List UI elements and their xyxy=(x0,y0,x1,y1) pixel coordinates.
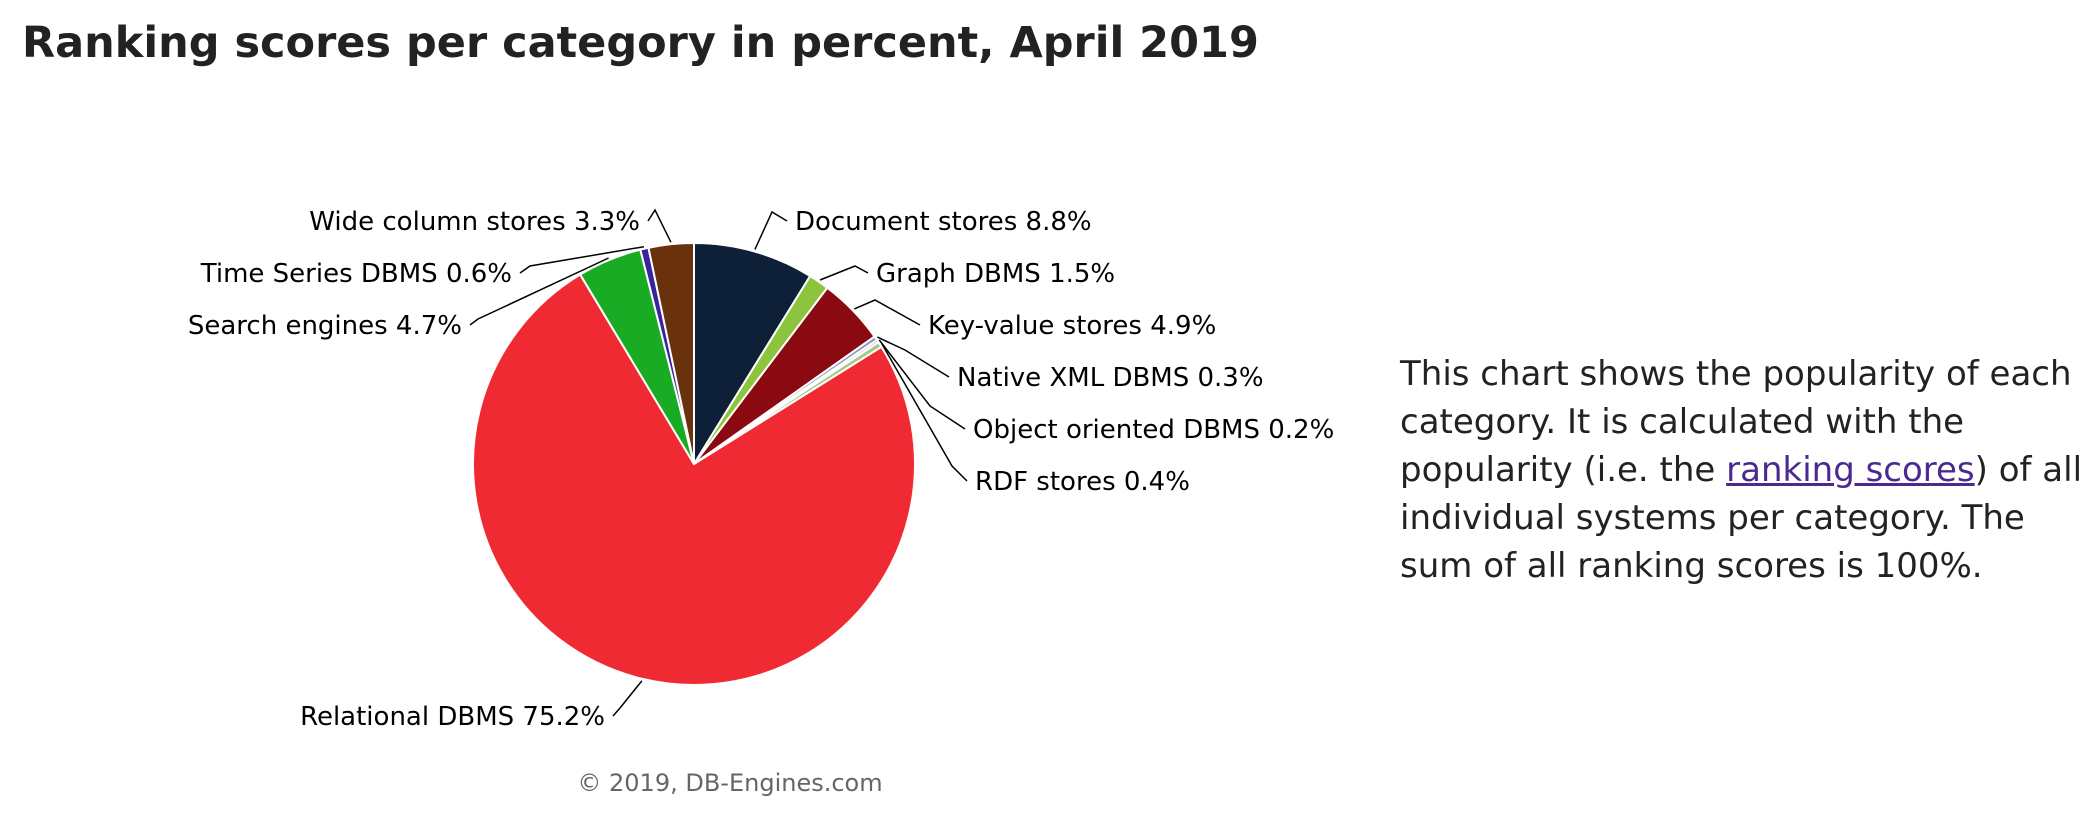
connector-time-series-dbms xyxy=(519,245,645,274)
slice-document-stores xyxy=(693,242,812,465)
description-text-end: ) of all individual systems per category… xyxy=(1400,450,2083,586)
slice-labels: Document stores 8.8% Graph DBMS 1.5% Key-v… xyxy=(188,207,1334,732)
connector-search-engines xyxy=(469,257,609,326)
page-title: Ranking scores per category in percent, … xyxy=(22,18,1259,68)
slice-relational-dbms xyxy=(472,273,917,686)
connector-object-oriented-dbms xyxy=(878,339,966,430)
description-text-start: This chart shows the popularity of each … xyxy=(1400,354,2072,490)
label-relational-dbms: Relational DBMS 75.2% xyxy=(300,702,605,732)
label-key-value-stores: Key-value stores 4.9% xyxy=(928,311,1216,341)
ranking-scores-link[interactable]: ranking scores xyxy=(1726,450,1975,490)
connector-document-stores xyxy=(754,210,788,250)
label-connectors xyxy=(469,208,968,717)
label-rdf-stores: RDF stores 0.4% xyxy=(975,467,1190,497)
connector-native-xml-dbms xyxy=(877,336,950,378)
connector-rdf-stores xyxy=(881,343,968,482)
label-graph-dbms: Graph DBMS 1.5% xyxy=(876,259,1115,289)
label-time-series-dbms: Time Series DBMS 0.6% xyxy=(200,259,512,289)
label-native-xml-dbms: Native XML DBMS 0.3% xyxy=(957,363,1264,393)
label-search-engines: Search engines 4.7% xyxy=(188,311,462,341)
label-document-stores: Document stores 8.8% xyxy=(795,207,1092,237)
label-wide-column-stores: Wide column stores 3.3% xyxy=(309,207,640,237)
slice-wide-column-stores xyxy=(647,242,695,465)
pie-slices xyxy=(472,242,917,686)
chart-description: This chart shows the popularity of each … xyxy=(1400,350,2090,590)
connector-key-value-stores xyxy=(854,299,921,326)
connector-relational-dbms xyxy=(612,680,643,717)
connector-wide-column-stores xyxy=(647,208,672,243)
chart-credit: © 2019, DB-Engines.com xyxy=(577,769,882,797)
label-object-oriented-dbms: Object oriented DBMS 0.2% xyxy=(973,415,1334,445)
connector-graph-dbms xyxy=(819,265,869,281)
